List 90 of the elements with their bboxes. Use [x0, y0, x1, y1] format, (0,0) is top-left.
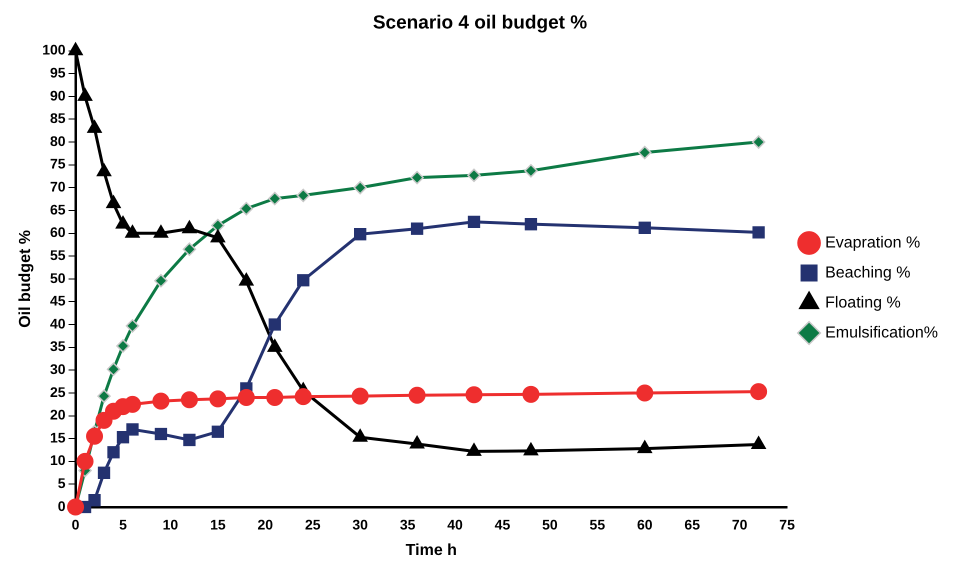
x-tick-label: 0 — [72, 516, 80, 532]
point — [266, 389, 284, 406]
y-tick-label: 10 — [50, 452, 66, 468]
point — [352, 388, 369, 405]
point — [212, 426, 224, 438]
point — [107, 446, 120, 458]
point — [268, 192, 282, 206]
point — [240, 202, 254, 216]
point — [116, 339, 130, 353]
point — [638, 146, 652, 160]
x-tick-label: 70 — [732, 516, 748, 532]
y-tick-label: 95 — [50, 64, 66, 80]
y-tick-label: 40 — [50, 315, 66, 332]
point — [636, 384, 654, 402]
x-tick-label: 15 — [210, 516, 226, 532]
point — [97, 389, 111, 403]
point — [238, 389, 255, 406]
legend-label: Beaching % — [825, 264, 910, 282]
x-tick-label: 30 — [352, 516, 368, 532]
point — [466, 386, 483, 404]
y-tick-label: 45 — [50, 292, 66, 309]
x-tick-label: 75 — [779, 516, 796, 532]
point — [152, 392, 170, 410]
x-tick-label: 5 — [119, 516, 128, 532]
point — [750, 383, 768, 400]
point — [126, 319, 140, 333]
point — [522, 386, 540, 403]
point — [354, 228, 366, 240]
x-tick-label: 40 — [447, 516, 464, 532]
point — [106, 362, 120, 376]
point — [209, 390, 226, 408]
point — [468, 216, 480, 228]
y-tick-label: 75 — [50, 156, 66, 172]
y-tick-label: 5 — [58, 475, 66, 492]
point — [88, 494, 101, 506]
x-tick-label: 50 — [542, 516, 558, 532]
y-tick-label: 20 — [50, 406, 66, 423]
x-tick-label: 65 — [684, 516, 700, 532]
point — [183, 434, 196, 446]
y-tick-label: 55 — [50, 246, 66, 263]
y-tick-label: 0 — [58, 498, 66, 514]
y-tick-label: 15 — [50, 429, 66, 446]
point — [182, 242, 196, 256]
point — [98, 466, 110, 479]
legend-label: Evapration % — [825, 234, 920, 252]
x-tick-label: 60 — [636, 516, 653, 532]
point — [524, 218, 538, 230]
point — [296, 188, 310, 202]
point — [116, 431, 130, 444]
point — [126, 423, 139, 436]
y-tick-label: 100 — [42, 42, 66, 58]
y-tick-label: 70 — [50, 178, 66, 195]
point — [154, 428, 168, 440]
y-axis-title: Oil budget % — [17, 230, 34, 328]
point — [154, 274, 168, 288]
y-tick-label: 30 — [50, 361, 66, 377]
point — [180, 391, 198, 408]
x-tick-label: 35 — [400, 516, 416, 532]
point — [752, 226, 765, 239]
point — [410, 222, 424, 235]
x-tick-label: 25 — [304, 516, 321, 532]
x-axis-title: Time h — [406, 542, 457, 559]
point — [353, 180, 367, 194]
legend-label: Floating % — [825, 294, 901, 312]
x-tick-label: 55 — [590, 516, 606, 532]
point — [294, 388, 312, 406]
y-tick-label: 85 — [50, 110, 66, 126]
point — [752, 135, 766, 149]
point — [86, 428, 104, 445]
y-tick-label: 90 — [50, 87, 66, 104]
x-tick-label: 10 — [162, 516, 178, 532]
x-tick-label: 20 — [258, 516, 274, 532]
point — [297, 274, 310, 286]
x-tick-label: 45 — [494, 516, 510, 532]
y-tick-label: 35 — [50, 338, 66, 354]
point — [408, 386, 426, 404]
y-tick-label: 80 — [50, 132, 66, 149]
point — [410, 170, 424, 184]
y-tick-label: 60 — [50, 224, 66, 240]
y-tick-label: 65 — [50, 201, 66, 218]
point — [76, 452, 94, 470]
point — [524, 164, 538, 178]
point — [638, 222, 651, 234]
point — [268, 318, 281, 331]
y-tick-label: 25 — [50, 384, 66, 400]
chart-title: Scenario 4 oil budget % — [372, 12, 588, 34]
point — [211, 218, 225, 232]
point — [467, 168, 481, 182]
y-tick-label: 50 — [50, 270, 66, 286]
legend-label: Emulsification% — [825, 324, 938, 342]
